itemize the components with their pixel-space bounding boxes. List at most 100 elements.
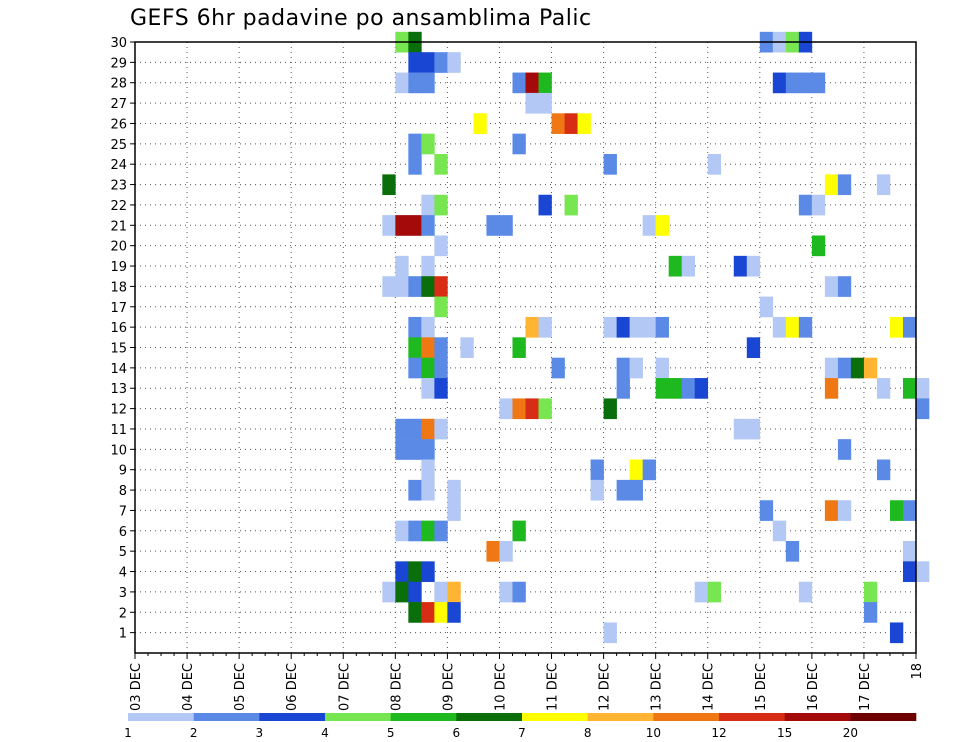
y-tick-label: 7	[119, 504, 127, 519]
legend-swatch	[390, 713, 457, 721]
heatmap-cell	[447, 479, 461, 501]
y-tick-label: 8	[119, 484, 127, 499]
y-tick-label: 3	[119, 586, 127, 601]
heatmap-cell	[772, 72, 787, 94]
heatmap-cell	[642, 316, 656, 338]
heatmap-cell	[655, 215, 669, 236]
heatmap-cell	[421, 459, 435, 481]
heatmap-cell	[421, 133, 435, 155]
y-tick-label: 20	[110, 240, 127, 255]
heatmap-cell	[434, 296, 448, 318]
chart-title: GEFS 6hr padavine po ansamblima Palic	[130, 6, 592, 31]
heatmap-cell	[603, 316, 617, 338]
heatmap-cell	[916, 378, 930, 399]
x-tick-label: 16 DEC	[806, 663, 821, 711]
heatmap-cell	[603, 398, 617, 420]
heatmap-cell	[876, 378, 891, 399]
y-tick-label: 22	[110, 199, 127, 214]
heatmap-cell	[395, 255, 409, 277]
x-tick-label: 10 DEC	[493, 663, 508, 711]
heatmap-cell	[434, 581, 448, 603]
heatmap-cell	[785, 540, 800, 562]
legend-label: 3	[256, 726, 264, 740]
x-tick-label: 04 DEC	[181, 663, 196, 711]
legend-swatch	[456, 713, 523, 721]
heatmap-cell	[421, 215, 435, 236]
heatmap-cell	[668, 378, 682, 399]
x-tick-label: 05 DEC	[233, 663, 248, 711]
heatmap-cell	[863, 581, 878, 603]
y-tick-label: 26	[110, 117, 127, 132]
y-tick-label: 23	[110, 179, 127, 194]
heatmap-cell	[837, 500, 852, 521]
heatmap-cell	[499, 215, 513, 236]
y-tick-label: 1	[119, 627, 127, 642]
x-tick-label: 18	[910, 663, 925, 680]
heatmap-cell	[421, 378, 435, 399]
heatmap-cell	[785, 316, 800, 338]
heatmap-cell	[395, 276, 409, 297]
heatmap-cell	[824, 276, 839, 297]
heatmap-cell	[382, 174, 396, 196]
heatmap-cell	[395, 439, 409, 460]
legend-label: 20	[843, 726, 858, 740]
heatmap-cell	[772, 520, 787, 542]
heatmap-cell	[642, 459, 656, 481]
heatmap-cell	[629, 479, 643, 501]
heatmap-cell	[707, 154, 722, 175]
heatmap-cell	[486, 540, 500, 562]
x-axis-ticks: 03 DEC 04 DEC 05 DEC 06 DEC 07 DEC 08 DEC 09 D…	[129, 653, 925, 711]
heatmap-cell	[798, 316, 813, 338]
heatmap-cell	[642, 215, 656, 236]
heatmap-cell	[538, 92, 552, 114]
heatmap-cell	[902, 500, 917, 521]
heatmap-cell	[798, 194, 813, 216]
heatmap-cell	[421, 255, 435, 277]
heatmap-cell	[538, 194, 552, 216]
heatmap-cell	[421, 337, 435, 358]
heatmap-cell	[421, 439, 435, 460]
heatmap-cell	[395, 581, 409, 603]
heatmap-cell	[655, 378, 669, 399]
heatmap-cell	[824, 500, 839, 521]
x-tick-label: 12 DEC	[598, 663, 613, 711]
y-tick-label: 24	[110, 158, 127, 173]
heatmap-cells	[382, 31, 930, 644]
heatmap-cell	[525, 92, 539, 114]
heatmap-cell	[382, 276, 396, 297]
heatmap-cell	[421, 194, 435, 216]
heatmap-cell	[499, 398, 513, 420]
y-tick-label: 17	[110, 301, 127, 316]
heatmap-cell	[447, 581, 461, 603]
heatmap-cell	[916, 561, 930, 583]
heatmap-cell	[616, 357, 630, 379]
heatmap-cell	[616, 316, 630, 338]
heatmap-cell	[512, 337, 526, 358]
y-tick-label: 28	[110, 77, 127, 92]
legend-swatch	[128, 713, 194, 721]
heatmap-cell	[499, 581, 513, 603]
heatmap-cell	[538, 398, 552, 420]
heatmap-cell	[902, 561, 917, 583]
heatmap-cell	[434, 235, 448, 257]
heatmap-cell	[850, 357, 865, 379]
heatmap-cell	[512, 72, 526, 94]
legend-label: 7	[518, 726, 526, 740]
y-axis-ticks: 1234567891011121314151617181920212223242…	[110, 36, 135, 642]
heatmap-cell	[395, 72, 409, 94]
heatmap-cell	[811, 194, 826, 216]
legend-label: 2	[190, 726, 198, 740]
heatmap-cell	[759, 296, 774, 318]
heatmap-cell	[603, 154, 617, 175]
heatmap-cell	[655, 316, 669, 338]
heatmap-cell	[590, 479, 604, 501]
heatmap-cell	[746, 337, 761, 358]
legend-label: 15	[777, 726, 792, 740]
heatmap-cell	[408, 316, 422, 338]
heatmap-cell	[408, 479, 422, 501]
heatmap-cell	[434, 194, 448, 216]
heatmap-cell	[902, 316, 917, 338]
heatmap-cell	[746, 255, 761, 277]
heatmap-cell	[889, 622, 904, 644]
